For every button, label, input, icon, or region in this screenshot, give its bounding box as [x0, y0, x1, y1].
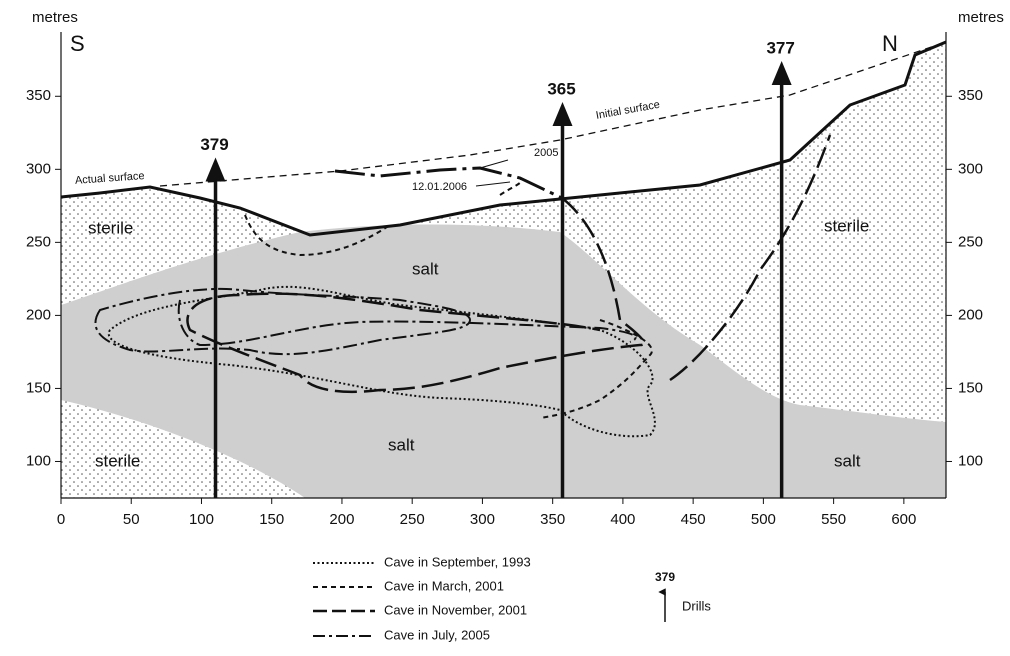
x-tick-label: 300	[470, 511, 495, 528]
y2-tick-label: 350	[958, 87, 983, 104]
x-tick-label: 350	[540, 511, 565, 528]
x-tick-label: 550	[821, 511, 846, 528]
annotation: 2005	[534, 147, 558, 159]
x-tick-label: 0	[57, 511, 65, 528]
region-label: sterile	[95, 451, 140, 470]
region-label: salt	[834, 451, 861, 470]
drill-label: 365	[547, 79, 575, 98]
legend-label: Drills	[682, 598, 711, 613]
drill-label: 379	[200, 135, 228, 154]
legend-drill-label: 379	[655, 570, 675, 584]
x-tick-label: 50	[123, 511, 140, 528]
y2-axis-label: metres	[958, 9, 1004, 26]
y2-tick-label: 200	[958, 306, 983, 323]
y-tick-label: 300	[26, 160, 51, 177]
region-label: sterile	[88, 218, 133, 237]
y-tick-label: 350	[26, 87, 51, 104]
x-tick-label: 500	[751, 511, 776, 528]
legend-label: Cave in July, 2005	[384, 627, 490, 642]
y2-tick-label: 300	[958, 160, 983, 177]
legend-label: Cave in September, 1993	[384, 554, 531, 569]
y-tick-label: 250	[26, 233, 51, 250]
x-tick-label: 100	[189, 511, 214, 528]
x-tick-label: 450	[681, 511, 706, 528]
x-tick-label: 600	[891, 511, 916, 528]
legend-label: Cave in November, 2001	[384, 602, 527, 617]
x-tick-label: 150	[259, 511, 284, 528]
y2-tick-label: 250	[958, 233, 983, 250]
y-tick-label: 150	[26, 379, 51, 396]
region-label: salt	[388, 435, 415, 454]
annotation: 12.01.2006	[412, 181, 467, 193]
y-tick-label: 100	[26, 452, 51, 469]
chart: 0 50 100 150 200 250 300 350 400 450 500 550 600 100 1…	[0, 0, 1010, 651]
x-tick-label: 200	[329, 511, 354, 528]
y2-tick-label: 150	[958, 379, 983, 396]
end-label: S	[70, 31, 85, 56]
region-label: sterile	[824, 216, 869, 235]
y-tick-label: 200	[26, 306, 51, 323]
x-tick-label: 400	[610, 511, 635, 528]
y2-tick-label: 100	[958, 452, 983, 469]
x-tick-label: 250	[400, 511, 425, 528]
drill-label: 377	[766, 39, 794, 58]
y-axis-label: metres	[32, 9, 78, 26]
legend-label: Cave in March, 2001	[384, 578, 504, 593]
end-label: N	[882, 31, 898, 56]
region-label: salt	[412, 259, 439, 278]
